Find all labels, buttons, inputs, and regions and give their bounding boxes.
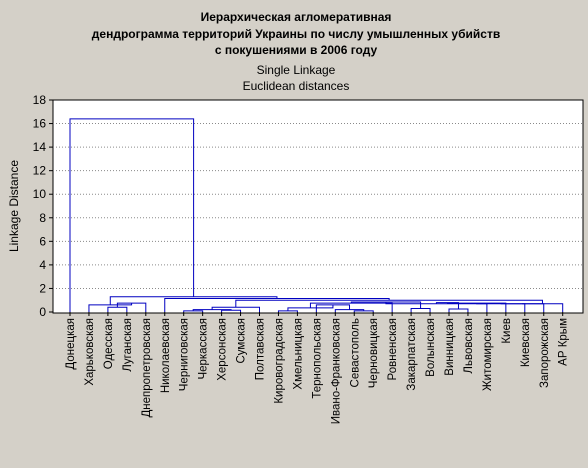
leaf-label: Ровненская xyxy=(387,318,399,380)
leaf-label: Закарпатская xyxy=(406,318,418,391)
leaf-labels: Донецкая Харьковская Одесская Луганская Днеп… xyxy=(65,312,570,424)
leaf-label: Житомирская xyxy=(482,318,494,391)
y-tick-label: 10 xyxy=(33,187,47,201)
leaf-label: Полтавская xyxy=(255,318,267,380)
dendrogram-link xyxy=(287,304,334,311)
leaf-label: Донецкая xyxy=(65,318,77,370)
subtitle-line-2: Euclidean distances xyxy=(243,79,350,93)
y-tick-label: 2 xyxy=(39,281,46,295)
dendrogram-link xyxy=(448,308,469,312)
title-line-1: Иерархическая агломеративная xyxy=(201,10,392,24)
y-tick-label: 12 xyxy=(33,164,47,178)
gridlines xyxy=(53,123,583,289)
chart-title: Иерархическая агломеративная дендрограмм… xyxy=(92,10,500,57)
leaf-label: Львовская xyxy=(463,318,475,374)
leaf-label: Хмельницкая xyxy=(292,318,304,390)
y-tick-label: 4 xyxy=(39,258,46,272)
y-axis-title: Linkage Distance xyxy=(7,160,21,252)
dendrogram-link xyxy=(109,296,278,305)
leaf-label: Черновицкая xyxy=(368,318,380,388)
y-tick-label: 6 xyxy=(39,234,46,248)
dendrogram-link xyxy=(309,302,393,312)
leaf-label: Ивано-Франковская xyxy=(330,318,342,424)
leaf-label: Харьковская xyxy=(84,318,96,386)
y-tick-label: 8 xyxy=(39,211,46,225)
leaf-label: Киевская xyxy=(520,318,532,367)
title-line-2: дендрограмма территорий Украины по числу… xyxy=(92,27,500,41)
subtitle-line-1: Single Linkage xyxy=(257,63,336,77)
y-tick-label: 0 xyxy=(39,305,46,319)
leaf-label: Севастополь xyxy=(349,318,361,387)
leaf-label: Тернопольская xyxy=(311,318,323,399)
leaf-label: Волынская xyxy=(425,318,437,377)
leaf-label: Киев xyxy=(501,318,513,344)
dendrogram-link xyxy=(315,304,351,312)
leaf-label: Черниговская xyxy=(179,318,191,391)
leaf-label: Сумская xyxy=(236,318,248,364)
leaf-label: Одесская xyxy=(103,318,115,369)
leaf-label: Черкасская xyxy=(198,318,210,380)
y-tick-label: 14 xyxy=(33,140,47,154)
leaf-label: Запорожская xyxy=(539,318,551,388)
y-tick-label: 16 xyxy=(33,117,47,131)
dendrogram-link xyxy=(164,297,390,312)
leaf-label: Николаевская xyxy=(160,318,172,393)
leaf-label: Луганская xyxy=(122,318,134,372)
dendrogram-link xyxy=(522,303,564,312)
dendrogram-link xyxy=(107,306,128,312)
leaf-label: Херсонская xyxy=(217,318,229,381)
dendrogram-link xyxy=(385,301,488,312)
y-axis: 0 2 4 6 8 10 12 14 16 18 xyxy=(33,93,53,319)
leaf-label: Кировоградская xyxy=(273,318,285,404)
y-tick-label: 18 xyxy=(33,93,47,107)
chart-subtitle: Single Linkage Euclidean distances xyxy=(243,63,350,93)
dendrogram-link xyxy=(69,118,195,312)
title-line-3: с покушениями в 2006 году xyxy=(215,43,378,57)
dendrogram-link xyxy=(211,306,260,312)
dendrogram-links xyxy=(69,118,564,312)
plot-area xyxy=(52,99,584,314)
leaf-label: АР Крым xyxy=(558,318,570,366)
leaf-label: Днепропетровская xyxy=(141,318,153,418)
dendrogram-link xyxy=(410,307,431,312)
leaf-label: Винницкая xyxy=(444,318,456,376)
